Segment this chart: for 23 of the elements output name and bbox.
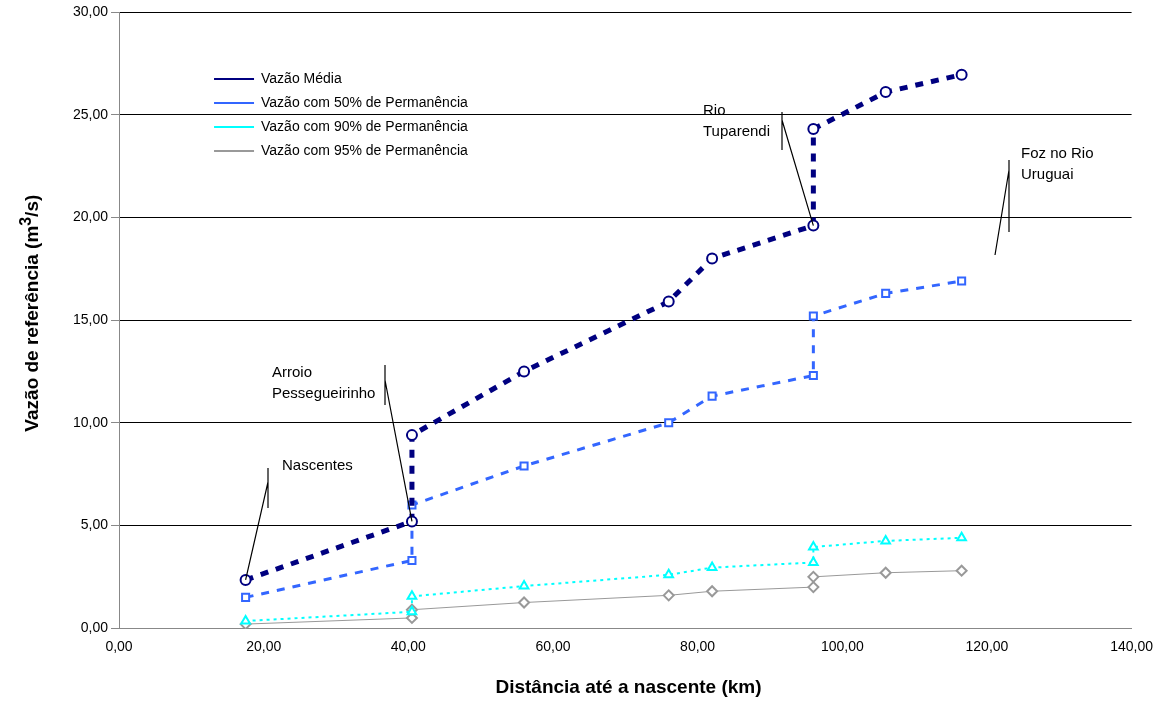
y-tick-label: 20,00 — [72, 208, 109, 225]
legend-label: Vazão com 95% de Permanência — [261, 141, 468, 158]
legend-label: Vazão com 50% de Permanência — [261, 93, 468, 110]
x-tick-label: 60,00 — [535, 638, 571, 655]
x-tick-label: 0,00 — [105, 638, 133, 655]
y-tick-label: 30,00 — [72, 2, 109, 19]
legend-label: Vazão com 90% de Permanência — [261, 117, 468, 134]
y-tick-label: 5,00 — [80, 516, 109, 533]
y-tick-label: 25,00 — [72, 105, 109, 122]
x-axis-title: Distância até a nascente (km) — [494, 676, 763, 698]
x-tick-label: 20,00 — [246, 638, 282, 655]
x-tick-label: 80,00 — [680, 638, 716, 655]
x-tick-label: 140,00 — [1110, 638, 1154, 655]
annotation: Foz no Rio Uruguai — [1021, 144, 1094, 182]
y-tick-label: 15,00 — [72, 310, 109, 327]
annotation: Arroio Pessegueirinho — [272, 363, 376, 401]
x-tick-label: 120,00 — [965, 638, 1009, 655]
x-tick-label: 40,00 — [390, 638, 427, 655]
annotation: Nascentes — [282, 456, 353, 473]
legend-label: Vazão Média — [261, 69, 342, 86]
y-tick-label: 0,00 — [80, 619, 109, 636]
x-tick-label: 100,00 — [820, 638, 864, 655]
y-tick-label: 10,00 — [72, 413, 109, 430]
